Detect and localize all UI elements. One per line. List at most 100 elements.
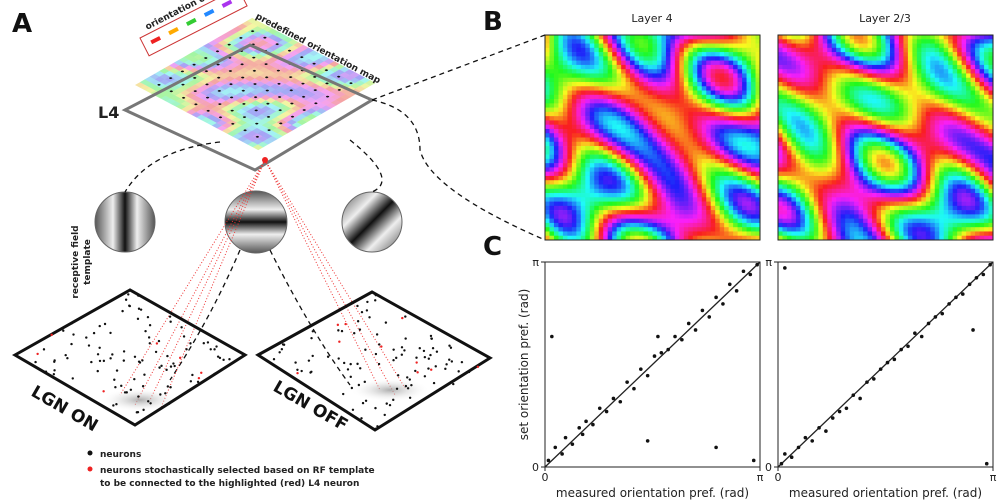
- map-cell: [598, 188, 604, 194]
- map-cell: [876, 210, 882, 215]
- map-cell: [858, 171, 864, 177]
- map-cell: [921, 86, 927, 91]
- map-cell: [827, 90, 833, 96]
- map-cell: [916, 167, 922, 172]
- map-cell: [818, 124, 824, 130]
- map-cell: [589, 77, 595, 83]
- map-cell: [751, 111, 757, 117]
- map-cell: [755, 60, 761, 66]
- map-cell: [576, 163, 582, 168]
- map-cell: [751, 137, 757, 143]
- map-cell: [916, 69, 922, 74]
- map-cell: [889, 133, 895, 138]
- map-cell: [670, 150, 676, 155]
- map-cell: [697, 47, 703, 53]
- map-cell: [724, 214, 730, 219]
- map-cell: [907, 64, 913, 70]
- map-cell: [818, 116, 824, 121]
- map-cell: [912, 111, 918, 117]
- lgn-neuron: [216, 355, 220, 358]
- map-cell: [549, 188, 555, 194]
- map-cell: [778, 231, 784, 237]
- map-cell: [822, 210, 828, 215]
- map-cell: [683, 52, 689, 57]
- map-cell: [809, 35, 815, 40]
- map-cell: [912, 120, 918, 125]
- map-cell: [778, 94, 784, 100]
- map-cell: [665, 35, 671, 40]
- map-cell: [876, 227, 882, 232]
- map-cell: [921, 175, 927, 181]
- map-cell: [818, 163, 824, 168]
- map-cell: [755, 120, 761, 125]
- map-cell: [585, 35, 591, 40]
- map-cell: [733, 47, 739, 53]
- map-cell: [545, 218, 551, 224]
- map-cell: [724, 128, 730, 134]
- lgn-neuron: [427, 367, 430, 370]
- map-cell: [630, 180, 636, 185]
- map-cell: [580, 214, 586, 219]
- map-cell: [683, 99, 689, 104]
- map-cell: [545, 137, 551, 143]
- map-cell: [683, 188, 689, 194]
- map-cell: [567, 141, 573, 147]
- map-cell: [594, 163, 600, 168]
- lgn-neuron: [351, 408, 355, 412]
- map-cell: [778, 56, 784, 61]
- map-cell: [778, 227, 784, 232]
- map-cell: [925, 184, 931, 190]
- map-cell: [724, 99, 730, 104]
- map-cell: [598, 171, 604, 177]
- map-cell: [616, 120, 622, 125]
- map-cell: [580, 56, 586, 61]
- lgn-neuron: [354, 416, 358, 419]
- map-cell: [863, 222, 869, 228]
- map-cell: [674, 56, 680, 61]
- map-cell: [715, 184, 721, 190]
- map-neuron: [312, 62, 316, 65]
- map-cell: [786, 188, 792, 194]
- map-cell: [737, 128, 743, 134]
- map-cell: [652, 128, 658, 134]
- map-cell: [858, 146, 864, 151]
- map-cell: [836, 90, 842, 96]
- map-cell: [603, 94, 609, 100]
- map-cell: [755, 107, 761, 113]
- map-cell: [809, 107, 815, 113]
- map-cell: [683, 47, 689, 53]
- map-cell: [692, 171, 698, 177]
- lgn-neuron: [423, 375, 427, 378]
- map-cell: [701, 81, 707, 87]
- map-cell: [872, 193, 878, 198]
- lgn-neuron: [115, 369, 119, 372]
- map-cell: [580, 180, 586, 185]
- map-cell: [670, 111, 676, 117]
- map-cell: [549, 158, 555, 164]
- map-cell: [553, 210, 559, 215]
- map-cell: [755, 188, 761, 194]
- map-cell: [549, 77, 555, 83]
- map-cell: [916, 73, 922, 79]
- map-cell: [733, 86, 739, 91]
- map-cell: [809, 124, 815, 130]
- map-cell: [872, 73, 878, 79]
- map-cell: [778, 35, 784, 40]
- map-cell: [607, 128, 613, 134]
- map-cell: [580, 39, 586, 44]
- map-cell: [885, 94, 891, 100]
- map-cell: [683, 163, 689, 168]
- map-cell: [737, 150, 743, 155]
- map-cell: [809, 120, 815, 125]
- map-cell: [836, 64, 842, 70]
- map-cell: [607, 64, 613, 70]
- map-cell: [804, 137, 810, 143]
- map-cell: [858, 73, 864, 79]
- map-cell: [616, 231, 622, 237]
- map-cell: [612, 124, 618, 130]
- map-cell: [818, 218, 824, 224]
- map-cell: [881, 43, 887, 49]
- lgn-neuron: [337, 357, 340, 360]
- map-cell: [634, 231, 640, 237]
- map-neuron: [254, 109, 258, 112]
